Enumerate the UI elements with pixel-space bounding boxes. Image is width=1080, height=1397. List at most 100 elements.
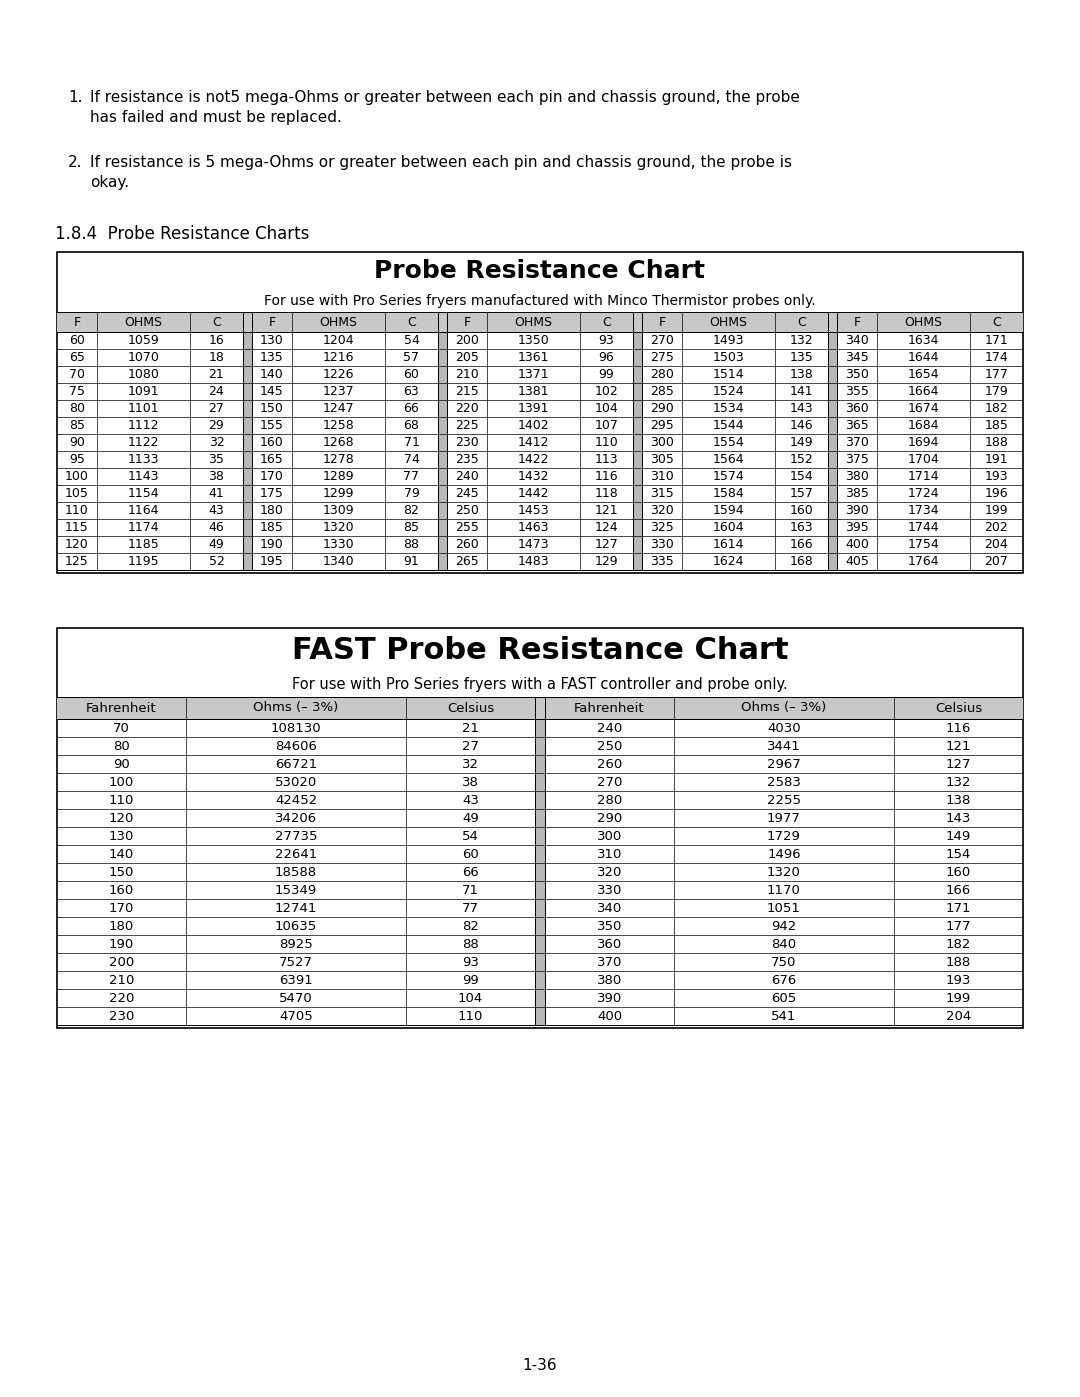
Text: 1216: 1216 xyxy=(323,351,354,365)
Text: 1554: 1554 xyxy=(713,436,744,448)
Text: 204: 204 xyxy=(946,1010,971,1023)
Text: Fahrenheit: Fahrenheit xyxy=(575,701,645,714)
Text: 1754: 1754 xyxy=(907,538,940,550)
Text: 108130: 108130 xyxy=(271,721,322,735)
Text: 43: 43 xyxy=(208,504,225,517)
Text: 285: 285 xyxy=(650,386,674,398)
Text: 179: 179 xyxy=(985,386,1009,398)
Text: 68: 68 xyxy=(404,419,419,432)
Text: 1432: 1432 xyxy=(517,469,550,483)
Text: 74: 74 xyxy=(404,453,419,467)
Text: 53020: 53020 xyxy=(275,775,318,788)
Text: 1122: 1122 xyxy=(127,436,159,448)
Text: 1524: 1524 xyxy=(713,386,744,398)
Text: 405: 405 xyxy=(845,555,869,569)
Text: For use with Pro Series fryers manufactured with Minco Thermistor probes only.: For use with Pro Series fryers manufactu… xyxy=(265,293,815,307)
Text: 1644: 1644 xyxy=(907,351,940,365)
Text: 1185: 1185 xyxy=(127,538,160,550)
Text: Celsius: Celsius xyxy=(447,701,494,714)
Text: 375: 375 xyxy=(845,453,869,467)
Bar xyxy=(438,312,447,570)
Text: 1977: 1977 xyxy=(767,812,801,824)
Text: 1714: 1714 xyxy=(907,469,940,483)
Text: 300: 300 xyxy=(650,436,674,448)
Text: 1594: 1594 xyxy=(713,504,744,517)
Text: 1496: 1496 xyxy=(767,848,800,861)
Text: 310: 310 xyxy=(597,848,622,861)
Text: 188: 188 xyxy=(946,956,971,968)
Text: 60: 60 xyxy=(462,848,478,861)
Text: 8925: 8925 xyxy=(279,937,313,950)
Text: 195: 195 xyxy=(260,555,284,569)
Text: 22641: 22641 xyxy=(275,848,318,861)
Text: 166: 166 xyxy=(789,538,813,550)
Text: 42452: 42452 xyxy=(275,793,318,806)
Text: 320: 320 xyxy=(597,866,622,879)
Text: 1330: 1330 xyxy=(323,538,354,550)
Text: 146: 146 xyxy=(789,419,813,432)
Text: 380: 380 xyxy=(597,974,622,986)
Text: 215: 215 xyxy=(455,386,478,398)
Text: 1226: 1226 xyxy=(323,367,354,381)
Text: 57: 57 xyxy=(404,351,419,365)
Text: 21: 21 xyxy=(462,721,478,735)
Text: 207: 207 xyxy=(985,555,1009,569)
Text: 93: 93 xyxy=(462,956,478,968)
Text: 295: 295 xyxy=(650,419,674,432)
Text: 541: 541 xyxy=(771,1010,797,1023)
Text: 99: 99 xyxy=(462,974,478,986)
Text: 315: 315 xyxy=(650,488,674,500)
Text: 127: 127 xyxy=(595,538,619,550)
Text: 160: 160 xyxy=(260,436,284,448)
Text: 170: 170 xyxy=(109,901,134,915)
Text: 305: 305 xyxy=(650,453,674,467)
Text: 135: 135 xyxy=(260,351,284,365)
Text: 1604: 1604 xyxy=(713,521,744,534)
Text: 4705: 4705 xyxy=(279,1010,313,1023)
Text: 80: 80 xyxy=(113,739,130,753)
Text: 1174: 1174 xyxy=(127,521,160,534)
Text: 1764: 1764 xyxy=(907,555,940,569)
Text: 350: 350 xyxy=(597,919,622,933)
Text: 1744: 1744 xyxy=(907,521,940,534)
Text: 220: 220 xyxy=(455,402,478,415)
Text: 127: 127 xyxy=(946,757,971,771)
Bar xyxy=(243,312,252,570)
Text: 330: 330 xyxy=(650,538,674,550)
Text: 280: 280 xyxy=(650,367,674,381)
Text: 3441: 3441 xyxy=(767,739,801,753)
Text: 110: 110 xyxy=(595,436,619,448)
Text: 385: 385 xyxy=(845,488,869,500)
Text: 380: 380 xyxy=(845,469,869,483)
Text: 143: 143 xyxy=(946,812,971,824)
Text: 290: 290 xyxy=(597,812,622,824)
Text: 199: 199 xyxy=(985,504,1009,517)
Text: 200: 200 xyxy=(109,956,134,968)
Text: 182: 182 xyxy=(946,937,971,950)
Text: 115: 115 xyxy=(65,521,89,534)
Text: 300: 300 xyxy=(597,830,622,842)
Text: 205: 205 xyxy=(455,351,478,365)
Text: 2967: 2967 xyxy=(767,757,801,771)
Text: 18588: 18588 xyxy=(275,866,318,879)
Text: 102: 102 xyxy=(595,386,619,398)
Text: 2583: 2583 xyxy=(767,775,801,788)
Text: 1412: 1412 xyxy=(517,436,550,448)
Text: Fahrenheit: Fahrenheit xyxy=(86,701,157,714)
Text: 340: 340 xyxy=(597,901,622,915)
Text: 116: 116 xyxy=(946,721,971,735)
Text: 138: 138 xyxy=(789,367,813,381)
Text: 1268: 1268 xyxy=(323,436,354,448)
Text: 1258: 1258 xyxy=(323,419,354,432)
Text: 199: 199 xyxy=(946,992,971,1004)
Text: 180: 180 xyxy=(260,504,284,517)
Text: 1164: 1164 xyxy=(127,504,159,517)
Text: 1391: 1391 xyxy=(517,402,550,415)
Text: 1143: 1143 xyxy=(127,469,159,483)
Text: 1584: 1584 xyxy=(713,488,744,500)
Text: 155: 155 xyxy=(260,419,284,432)
Text: OHMS: OHMS xyxy=(514,316,553,328)
Text: 1534: 1534 xyxy=(713,402,744,415)
Text: 54: 54 xyxy=(404,334,419,346)
Text: 240: 240 xyxy=(597,721,622,735)
